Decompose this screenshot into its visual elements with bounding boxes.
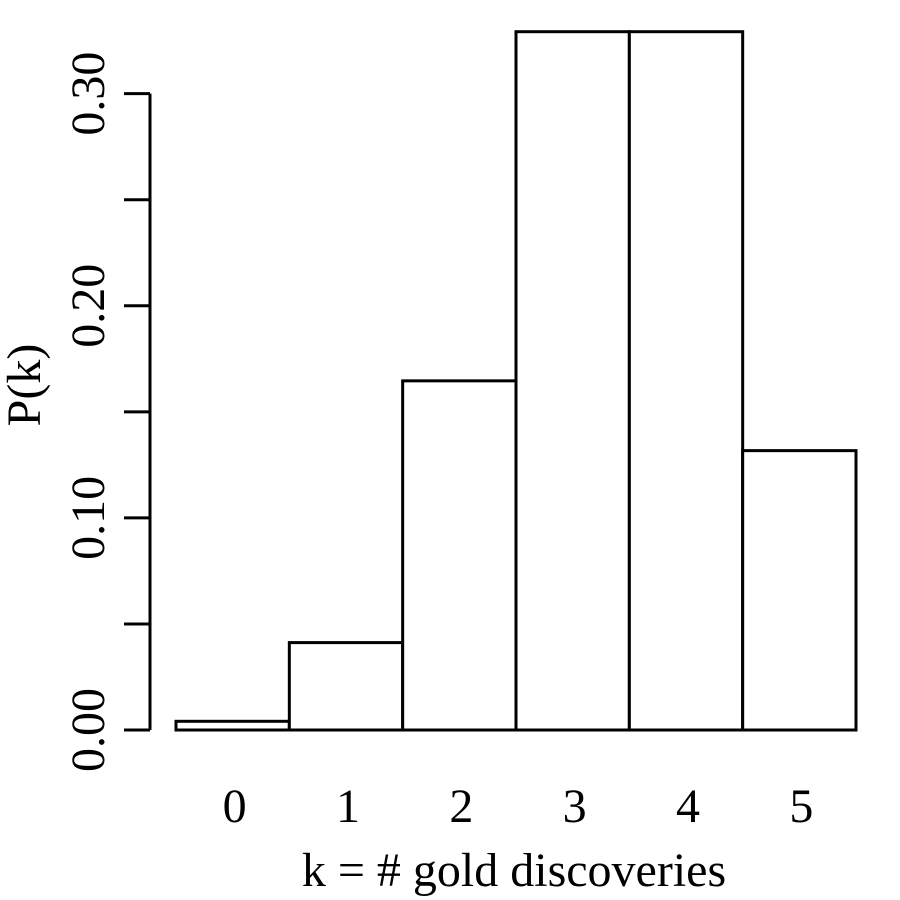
x-axis-label: k = # gold discoveries	[302, 844, 726, 897]
x-tick-label: 4	[676, 780, 700, 833]
bar	[627, 30, 745, 732]
bar	[401, 379, 518, 732]
y-tick-label: 0.00	[62, 688, 115, 772]
x-tick-label: 0	[223, 780, 247, 833]
x-tick-label: 1	[336, 780, 360, 833]
y-axis-label: P(k)	[0, 344, 51, 427]
y-tick-label: 0.20	[62, 264, 115, 348]
bar	[514, 30, 631, 732]
bar	[287, 641, 405, 732]
y-tick-label: 0.10	[62, 476, 115, 560]
bar	[174, 719, 291, 732]
y-tick-label: 0.30	[62, 52, 115, 136]
bar	[741, 449, 858, 732]
x-tick-label: 2	[449, 780, 473, 833]
x-tick-label: 3	[563, 780, 587, 833]
x-tick-label: 5	[789, 780, 813, 833]
